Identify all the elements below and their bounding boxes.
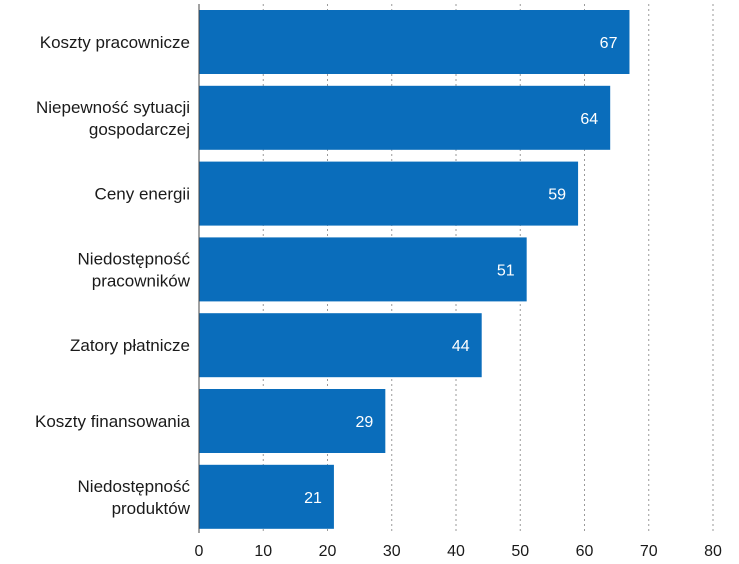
x-tick-label: 10 [254, 543, 272, 560]
category-label: Niepewność sytuacji [36, 98, 190, 117]
bar-value-label: 21 [304, 490, 322, 507]
bar [199, 10, 630, 74]
bar-value-label: 64 [580, 111, 598, 128]
category-label: gospodarczej [89, 120, 190, 139]
bar-value-label: 51 [497, 262, 515, 279]
value-labels: 67 64 59 51 44 29 21 [304, 35, 617, 507]
bar-value-label: 44 [452, 338, 470, 355]
bars [199, 10, 630, 529]
x-tick-label: 60 [576, 543, 594, 560]
bar-value-label: 29 [356, 414, 374, 431]
bar [199, 237, 527, 302]
x-tick-label: 30 [383, 543, 401, 560]
x-axis-ticks: 0 10 20 30 40 50 60 70 80 [195, 543, 722, 560]
category-labels: Koszty pracownicze Niepewność sytuacji gos… [35, 33, 191, 518]
x-tick-label: 80 [704, 543, 722, 560]
bar [199, 85, 611, 150]
x-tick-label: 0 [195, 543, 204, 560]
category-label: pracowników [92, 271, 191, 290]
category-label: produktów [112, 499, 191, 518]
bar [199, 389, 386, 453]
category-label: Niedostępność [78, 477, 191, 496]
bar [199, 313, 482, 378]
x-tick-label: 40 [447, 543, 465, 560]
bar-value-label: 67 [600, 35, 618, 52]
x-tick-label: 20 [319, 543, 337, 560]
category-label: Koszty finansowania [35, 412, 191, 431]
category-label: Ceny energii [95, 185, 190, 204]
category-label: Niedostępność [78, 249, 191, 268]
bar [199, 464, 334, 529]
x-tick-label: 70 [640, 543, 658, 560]
bar-value-label: 59 [548, 187, 566, 204]
x-tick-label: 50 [511, 543, 529, 560]
bar [199, 161, 579, 226]
category-label: Zatory płatnicze [70, 336, 190, 355]
category-label: Koszty pracownicze [40, 33, 190, 52]
